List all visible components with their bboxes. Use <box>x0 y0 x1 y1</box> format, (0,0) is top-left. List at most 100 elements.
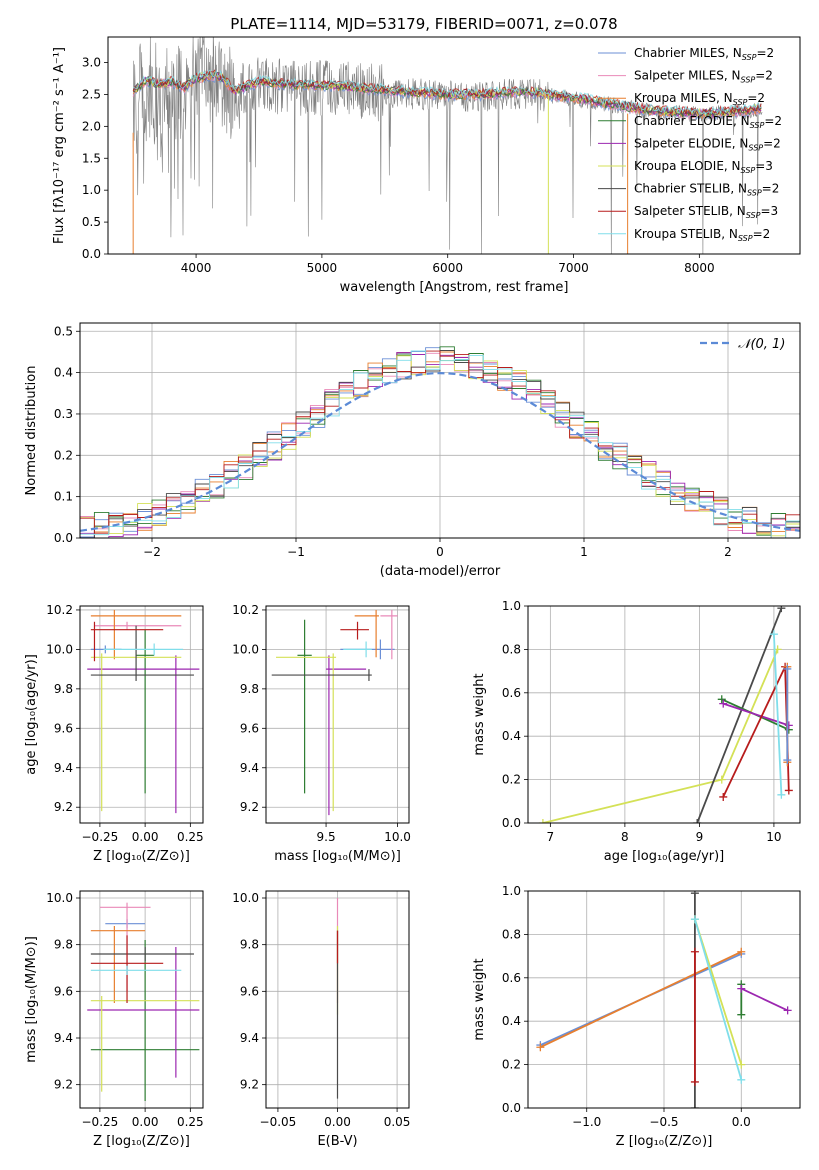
y-tick-label: 0.0 <box>54 531 73 545</box>
y-tick-label: 9.2 <box>54 1078 73 1092</box>
x-tick-label: 0.00 <box>132 1115 159 1129</box>
panel-mass_vs_Z: −0.25 0.00 0.25 9.2 9.4 9.6 9.8 10.0 Z [log₁₀(Z/… <box>24 890 204 1149</box>
weight-line-cyan <box>694 918 743 1081</box>
x-tick-label: 8 <box>621 830 629 844</box>
x-tick-label: −0.25 <box>82 1115 119 1129</box>
weight-marker <box>719 699 728 708</box>
x-tick-label: 0.05 <box>384 1115 411 1129</box>
y-tick-label: 9.4 <box>240 1031 259 1045</box>
legend-label: Chabrier MILES, NSSP=2 <box>634 46 774 62</box>
axes-frame <box>265 605 410 824</box>
weight-line-purple <box>740 987 788 1012</box>
y-tick-label: 0.0 <box>82 247 101 261</box>
y-tick-label: 0.2 <box>54 448 73 462</box>
legend-label: Salpeter ELODIE, NSSP=2 <box>634 136 781 152</box>
axes-frame <box>107 36 801 255</box>
x-tick-label: 2 <box>724 545 732 559</box>
y-tick-label: 0.8 <box>502 642 521 656</box>
y-tick-label: 10.0 <box>46 891 73 905</box>
weight-line-cyan <box>773 634 783 795</box>
x-tick-label: 0.00 <box>324 1115 351 1129</box>
x-tick-label: 4000 <box>181 261 212 275</box>
y-tick-label: 1.5 <box>82 151 101 165</box>
weight-marker <box>783 664 792 673</box>
x-tick-label: 0.00 <box>132 830 159 844</box>
y-tick-label: 9.4 <box>54 1031 73 1045</box>
plot-area-mass_vs_Z <box>87 902 200 1101</box>
y-tick-label: 0.2 <box>502 773 521 787</box>
legend-label: Chabrier STELIB, NSSP=2 <box>634 182 779 198</box>
x-tick-label: −2 <box>143 545 161 559</box>
y-tick-label: 0.5 <box>54 324 73 338</box>
panel-mass_vs_EBV: −0.05 0.00 0.05 9.2 9.4 9.6 9.8 10.0 E(B-V) <box>232 890 411 1149</box>
axes-frame <box>265 890 410 1109</box>
y-tick-label: 9.6 <box>240 984 259 998</box>
y-tick-label: 9.6 <box>240 721 259 735</box>
plot-area-age_vs_mass <box>271 609 398 816</box>
weight-marker <box>690 891 699 898</box>
panel-spectrum: 4000 5000 6000 7000 8000 0.0 0.5 1.0 1.5 2.0 2.5 3.… <box>52 15 801 295</box>
y-axis-label: age [log₁₀(age/yr)] <box>24 654 39 775</box>
y-tick-label: 2.5 <box>82 87 101 101</box>
axes-frame <box>527 605 801 824</box>
chart-title: PLATE=1114, MJD=53179, FIBERID=0071, z=0… <box>230 15 617 33</box>
weight-marker <box>536 1043 545 1052</box>
y-tick-label: 0.2 <box>502 1058 521 1072</box>
weight-marker <box>777 790 786 799</box>
weight-marker <box>538 819 547 823</box>
y-tick-label: 10.0 <box>232 642 259 656</box>
weight-marker <box>769 630 778 639</box>
x-tick-label: 9 <box>696 830 704 844</box>
x-tick-label: 5000 <box>307 261 338 275</box>
weight-marker <box>717 695 726 704</box>
panel-residuals: −2 −1 0 1 2 0.0 0.1 0.2 0.3 0.4 0.5 (data-model)/er… <box>24 322 801 579</box>
axes-frame <box>79 605 204 824</box>
x-tick-label: 1 <box>580 545 588 559</box>
x-tick-label: −1.0 <box>572 1115 601 1129</box>
legend-label: Salpeter STELIB, NSSP=3 <box>634 204 778 220</box>
y-tick-label: 1.0 <box>502 884 521 898</box>
weight-marker <box>690 1077 699 1086</box>
y-tick-label: 9.2 <box>240 1078 259 1092</box>
legend-label: Kroupa ELODIE, NSSP=3 <box>634 159 773 175</box>
y-tick-label: 9.4 <box>240 761 259 775</box>
y-tick-label: 9.2 <box>54 800 73 814</box>
weight-marker <box>690 1104 699 1108</box>
y-tick-label: 0.6 <box>502 686 521 700</box>
weight-marker <box>690 947 699 956</box>
x-tick-label: 0.25 <box>177 1115 204 1129</box>
x-axis-label: Z [log₁₀(Z/Z⊙)] <box>93 1134 190 1149</box>
plot-area-weight_vs_age <box>538 606 793 823</box>
weight-line-purple <box>722 702 790 727</box>
y-tick-label: 10.2 <box>46 603 73 617</box>
x-tick-label: 10 <box>766 830 781 844</box>
y-tick-label: 0.4 <box>502 1014 521 1028</box>
weight-marker <box>717 775 726 784</box>
axes-frame <box>79 890 204 1109</box>
y-tick-label: 1.0 <box>502 599 521 613</box>
weight-marker <box>737 984 746 993</box>
residual-histogram-red <box>80 350 800 538</box>
x-tick-label: 7000 <box>558 261 589 275</box>
axes-frame <box>79 322 801 539</box>
y-tick-label: 0.0 <box>502 816 521 830</box>
x-tick-label: 8000 <box>684 261 715 275</box>
y-tick-label: 0.5 <box>82 215 101 229</box>
residual-histogram-cyan <box>80 350 800 538</box>
x-axis-label: Z [log₁₀(Z/Z⊙)] <box>616 1134 713 1149</box>
y-tick-label: 3.0 <box>82 56 101 70</box>
y-tick-label: 0.4 <box>54 366 73 380</box>
y-axis-label: Flux [fλ10⁻¹⁷ erg cm⁻² s⁻¹ A⁻¹] <box>52 47 67 244</box>
weight-marker <box>737 1010 746 1019</box>
weight-marker <box>693 819 702 823</box>
x-tick-label: −0.05 <box>260 1115 297 1129</box>
y-tick-label: 10.0 <box>46 642 73 656</box>
weight-line-dark <box>696 607 783 823</box>
plot-area-weight_vs_Z <box>536 891 792 1108</box>
y-tick-label: 9.8 <box>240 938 259 952</box>
x-axis-label: (data-model)/error <box>380 564 501 579</box>
weight-marker <box>783 756 792 765</box>
axes-frame <box>527 890 801 1109</box>
y-tick-label: 9.8 <box>54 682 73 696</box>
